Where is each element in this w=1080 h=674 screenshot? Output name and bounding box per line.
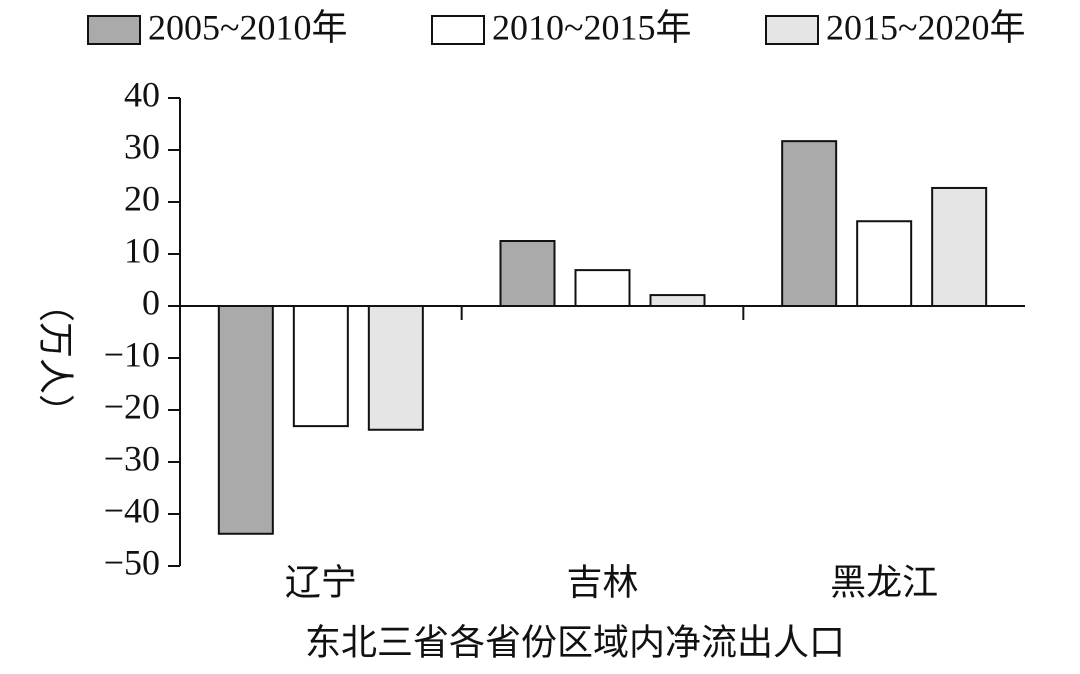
bar: [574, 269, 631, 307]
y-tick-label: 30: [124, 126, 160, 166]
bar: [931, 186, 988, 308]
legend-label: 2005~2010年: [148, 7, 347, 47]
legend-swatch: [431, 15, 485, 45]
legend-swatch: [87, 15, 141, 45]
y-tick-label: −10: [104, 334, 160, 374]
bar: [649, 294, 706, 307]
legend-swatch: [765, 15, 819, 45]
bar: [217, 305, 274, 535]
y-tick-label: −30: [104, 438, 160, 478]
y-tick-label: 20: [124, 178, 160, 218]
x-tick-label: 黑龙江: [830, 562, 938, 602]
x-tick-label: 吉林: [566, 562, 638, 602]
x-axis-title: 东北三省各省份区域内净流出人口: [305, 622, 845, 662]
y-tick-label: −50: [104, 542, 160, 582]
bar: [292, 305, 349, 428]
y-tick-label: 40: [124, 74, 160, 114]
bar: [856, 220, 913, 308]
y-tick-label: −20: [104, 386, 160, 426]
bar: [499, 240, 556, 307]
x-tick-label: 辽宁: [285, 562, 357, 602]
y-axis-title: （万人）: [36, 286, 76, 430]
y-tick-label: 0: [142, 282, 160, 322]
bar: [367, 305, 424, 431]
y-tick-label: 10: [124, 230, 160, 270]
legend-label: 2015~2020年: [826, 7, 1025, 47]
bar: [781, 140, 838, 307]
y-tick-label: −40: [104, 490, 160, 530]
legend-label: 2010~2015年: [492, 7, 691, 47]
